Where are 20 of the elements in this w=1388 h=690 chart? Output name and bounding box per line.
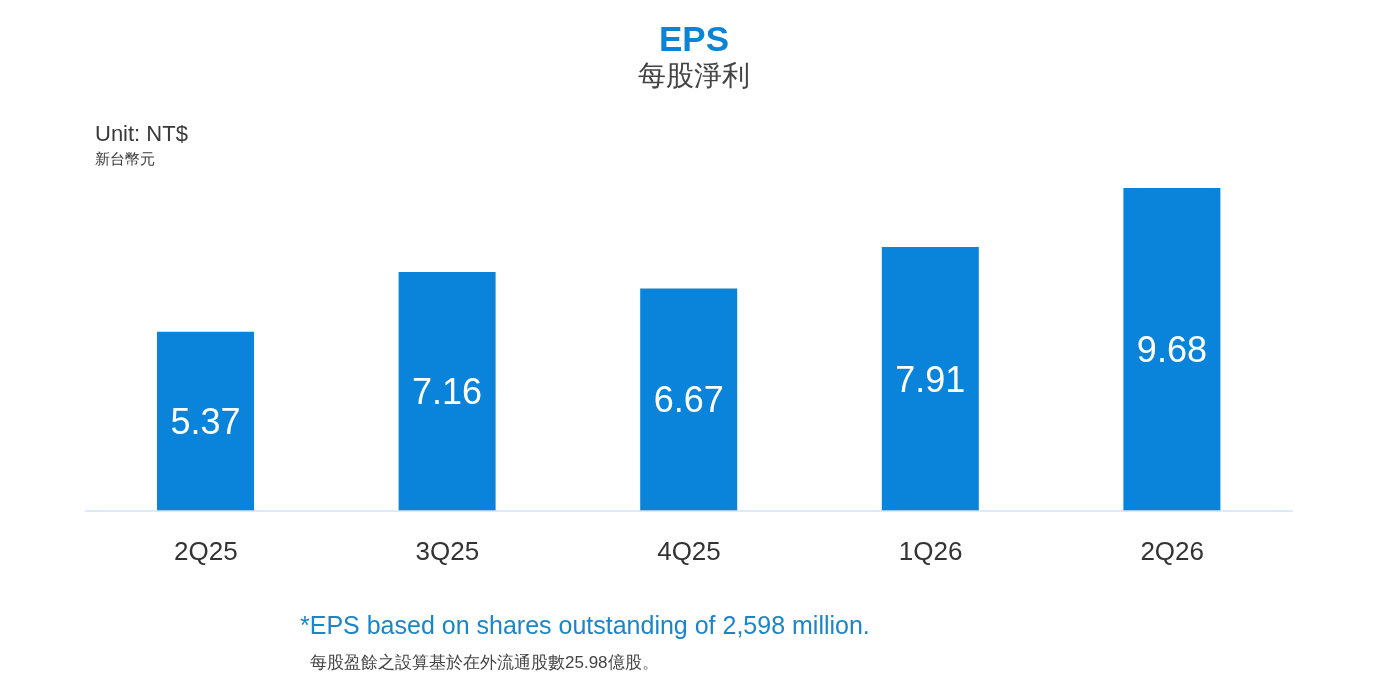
bar — [1123, 188, 1221, 511]
bar — [640, 288, 738, 511]
data-label: 5.37 — [170, 401, 241, 443]
data-label: 7.16 — [412, 371, 483, 413]
x-tick-label: 3Q25 — [415, 536, 480, 567]
bar — [157, 331, 254, 511]
y-axis-title: Unit: NT$ 新台幣元 — [95, 120, 188, 169]
data-label: 9.68 — [1136, 329, 1207, 371]
data-label: 7.91 — [895, 358, 966, 400]
chart-title: EPS — [657, 18, 730, 60]
x-tick-label: 2Q25 — [174, 536, 238, 567]
chart-subtitle: 每股淨利 — [637, 59, 751, 93]
bar — [398, 272, 496, 511]
text: *EPS based on shares outstanding of 2,598 million. — [300, 610, 870, 641]
x-tick-label: 2Q26 — [1140, 536, 1204, 567]
data-label: 6.67 — [653, 379, 724, 421]
x-tick-label: 1Q26 — [898, 536, 963, 567]
text: 每股盈餘之設算基於在外流通股數25.98億股。 — [310, 652, 659, 674]
x-tick-label: 4Q25 — [657, 536, 721, 567]
bar — [881, 247, 979, 511]
